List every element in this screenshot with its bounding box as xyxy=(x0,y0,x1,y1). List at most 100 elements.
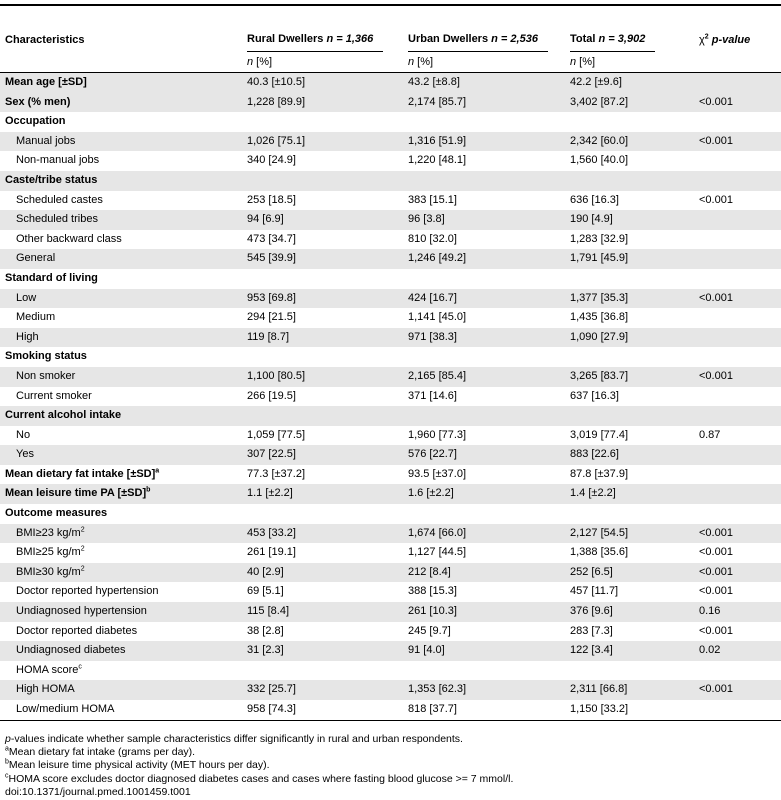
header-urban: Urban Dwellers n = 2,536 xyxy=(403,27,565,52)
row-label: Occupation xyxy=(5,115,66,128)
table-row: Doctor reported hypertension 69 [5.1] 388 … xyxy=(0,582,781,602)
cell-rural: 40.3 [±10.5] xyxy=(242,72,403,93)
cell-rural: 307 [22.5] xyxy=(242,445,403,465)
footnote-pvalue: p-values indicate whether sample charact… xyxy=(5,733,463,745)
cell-rural: 119 [8.7] xyxy=(242,327,403,348)
row-label-sup: c xyxy=(78,663,82,671)
cell-urban: 1,127 [44.5] xyxy=(408,546,467,559)
table-row: Doctor reported diabetes 38 [2.8] 245 [9.7… xyxy=(0,622,781,642)
cell-p xyxy=(694,170,781,191)
cell-rural: 38 [2.8] xyxy=(247,624,284,637)
table-row: HOMA scorec xyxy=(0,661,781,681)
cell-urban: 424 [16.7] xyxy=(403,288,565,309)
row-label: BMI≥23 kg/m2 xyxy=(0,523,242,544)
subheader-rural: n [%] xyxy=(242,52,403,73)
cell-rural: 340 [24.9] xyxy=(247,154,296,167)
cell-urban: 1,960 [77.3] xyxy=(408,428,467,441)
cell-total: 42.2 [±9.6] xyxy=(565,72,694,93)
table-header-row: Characteristics Rural Dwellers n = 1,366… xyxy=(0,27,781,52)
cell-p: 0.87 xyxy=(699,428,721,441)
cell-total xyxy=(565,661,694,681)
row-label: BMI≥30 kg/m2 xyxy=(0,562,242,583)
footnote-b: bMean leisure time physical activity (ME… xyxy=(5,758,270,772)
cell-total: 1,090 [27.9] xyxy=(565,327,694,348)
cell-urban xyxy=(403,347,565,367)
cell-total xyxy=(565,504,694,524)
cell-total xyxy=(565,170,694,191)
cell-total: 3,265 [83.7] xyxy=(565,366,694,387)
row-label: Current smoker xyxy=(16,389,92,402)
cell-rural: 31 [2.3] xyxy=(242,641,403,661)
table-row: High HOMA 332 [25.7] 1,353 [62.3] 2,311 [66… xyxy=(0,680,781,700)
cell-urban: 1,141 [45.0] xyxy=(408,311,467,324)
cell-p: <0.001 xyxy=(699,546,733,559)
cell-p: <0.001 xyxy=(694,92,781,113)
cell-urban: 93.5 [±37.0] xyxy=(408,467,467,480)
header-characteristics: Characteristics xyxy=(5,33,85,46)
cell-p xyxy=(694,387,781,407)
cell-p xyxy=(694,661,781,681)
cell-total xyxy=(565,406,694,426)
cell-urban xyxy=(403,406,565,426)
cell-urban: 818 [37.7] xyxy=(403,700,565,721)
characteristics-table: Characteristics Rural Dwellers n = 1,366… xyxy=(0,27,781,721)
cell-p xyxy=(694,269,781,289)
cell-p: <0.001 xyxy=(694,131,781,152)
cell-total: 87.8 [±37.9] xyxy=(570,467,629,480)
cell-rural: 77.3 [±37.2] xyxy=(247,467,306,480)
table-row: Undiagnosed diabetes 31 [2.3] 91 [4.0] 122 … xyxy=(0,641,781,661)
table-row: Medium 294 [21.5] 1,141 [45.0] 1,435 [36.8] xyxy=(0,308,781,328)
row-label: Smoking status xyxy=(5,350,87,363)
cell-urban: 245 [9.7] xyxy=(408,624,451,637)
cell-p xyxy=(694,112,781,132)
cell-rural xyxy=(242,661,403,681)
cell-urban: 383 [15.1] xyxy=(408,193,457,206)
cell-p xyxy=(694,700,781,721)
table-row: Mean age [±SD] 40.3 [±10.5] 43.2 [±8.8] 42.… xyxy=(0,72,781,93)
table-row: Current smoker 266 [19.5] 371 [14.6] 637 [1… xyxy=(0,387,781,407)
table-row: Manual jobs 1,026 [75.1] 1,316 [51.9] 2,342… xyxy=(0,131,781,152)
cell-rural: 1.1 [±2.2] xyxy=(242,484,403,505)
row-label: Doctor reported hypertension xyxy=(16,585,159,598)
cell-rural: 332 [25.7] xyxy=(242,680,403,700)
cell-total: 883 [22.6] xyxy=(565,445,694,465)
row-label: Mean dietary fat intake [±SD]a xyxy=(5,467,160,480)
table-row: No 1,059 [77.5] 1,960 [77.3] 3,019 [77.4] 0.… xyxy=(0,426,781,446)
row-label: Caste/tribe status xyxy=(0,170,242,191)
table-row: Low 953 [69.8] 424 [16.7] 1,377 [35.3] <0.00… xyxy=(0,288,781,309)
table-row: Scheduled tribes 94 [6.9] 96 [3.8] 190 [4.9… xyxy=(0,210,781,230)
header-rural: Rural Dwellers n = 1,366 xyxy=(242,27,403,52)
cell-urban: 261 [10.3] xyxy=(403,602,565,622)
cell-rural: 115 [8.4] xyxy=(242,602,403,622)
cell-p: <0.001 xyxy=(694,523,781,544)
cell-rural: 1,059 [77.5] xyxy=(247,428,306,441)
cell-p xyxy=(694,445,781,465)
table-row: Other backward class 473 [34.7] 810 [32.0]… xyxy=(0,230,781,250)
row-label: Medium xyxy=(16,311,56,324)
row-label: General xyxy=(0,249,242,269)
subheader-total: n [%] xyxy=(565,52,694,73)
cell-total: 190 [4.9] xyxy=(565,210,694,230)
table-row: Sex (% men) 1,228 [89.9] 2,174 [85.7] 3,402… xyxy=(0,92,781,113)
cell-rural: 69 [5.1] xyxy=(247,585,284,598)
cell-total: 2,127 [54.5] xyxy=(565,523,694,544)
cell-p: <0.001 xyxy=(694,288,781,309)
cell-total: 1,283 [32.9] xyxy=(570,232,629,245)
cell-urban: 576 [22.7] xyxy=(403,445,565,465)
row-label: Standard of living xyxy=(5,271,98,284)
table-row: Current alcohol intake xyxy=(0,406,781,426)
cell-p: <0.001 xyxy=(694,366,781,387)
header-total: Total n = 3,902 xyxy=(565,27,694,52)
cell-rural xyxy=(242,112,403,132)
row-label: HOMA scorec xyxy=(16,663,82,676)
cell-p xyxy=(694,347,781,367)
row-label: Non smoker xyxy=(0,366,242,387)
cell-urban: 1,674 [66.0] xyxy=(403,523,565,544)
table-top-rule xyxy=(0,4,781,6)
cell-total: 3,019 [77.4] xyxy=(570,428,629,441)
cell-urban xyxy=(403,661,565,681)
cell-rural xyxy=(242,347,403,367)
table-row: Smoking status xyxy=(0,347,781,367)
row-label: Scheduled tribes xyxy=(0,210,242,230)
table-row: Non-manual jobs 340 [24.9] 1,220 [48.1] 1,5… xyxy=(0,151,781,171)
